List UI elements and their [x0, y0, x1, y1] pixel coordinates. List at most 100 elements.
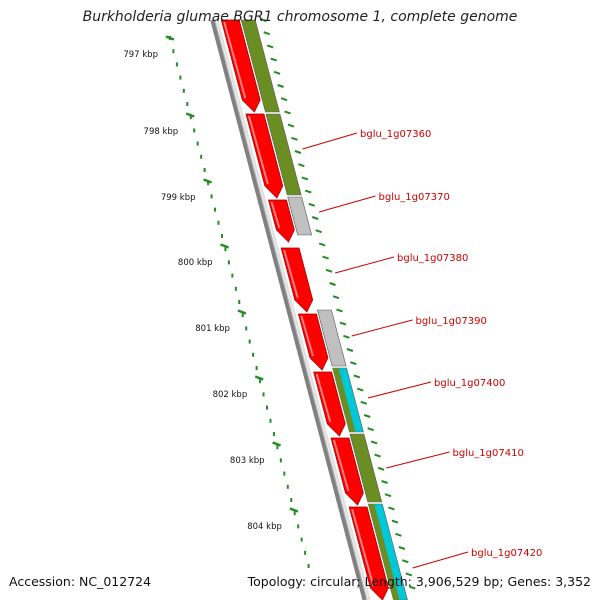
ruler-dot [193, 128, 196, 133]
outer-tick-track [259, 18, 416, 590]
ruler-dot [231, 273, 234, 278]
cds-arrow-highlight [333, 439, 350, 492]
backbone-midline [214, 19, 368, 600]
ruler-major-tick [237, 309, 247, 315]
gene-label: bglu_1g07420 [471, 548, 542, 559]
gene-callout-line [386, 451, 450, 469]
outer-tick [263, 31, 271, 36]
cds-arrow-highlight [300, 315, 314, 357]
ruler-major-ticks [165, 35, 299, 513]
outer-tick [381, 480, 388, 484]
ruler-dot [227, 260, 230, 265]
ruler-tick-label: 800 kbp [178, 258, 213, 268]
ruler-labels: 797 kbp 798 kbp 799 kbp 800 kbp 801 kbp 802 k… [123, 50, 282, 532]
gene-label: bglu_1g07370 [379, 192, 450, 203]
cog-feature [240, 19, 280, 113]
ruler-dot [217, 220, 220, 225]
cds-arrow [297, 313, 329, 371]
backbone-highlight [216, 19, 371, 600]
outer-tick [388, 506, 395, 511]
gene-label: bglu_1g07390 [416, 316, 487, 327]
ruler-dot [262, 392, 265, 397]
outer-tick [315, 229, 323, 234]
outer-tick [332, 295, 340, 300]
cog-feature [316, 309, 347, 367]
ruler-dot [304, 550, 307, 555]
gene-label: bglu_1g07380 [397, 253, 468, 264]
ruler-dot [252, 352, 255, 357]
genome-summary-text: Topology: circular; Length: 3,906,529 bp… [247, 574, 591, 589]
gene-labels: bglu_1g07360 bglu_1g07370 bglu_1g07380bglu… [302, 129, 542, 569]
outer-tick [280, 97, 288, 102]
ruler-dot [259, 379, 262, 384]
outer-tick [346, 348, 354, 352]
gene-callout-line [318, 195, 376, 213]
ruler-dot [182, 88, 185, 93]
cds-arrow [268, 199, 295, 243]
ruler-dot [279, 458, 282, 463]
cog-feature [349, 433, 383, 503]
outer-tick [336, 308, 343, 313]
cog-feature [265, 113, 302, 196]
outer-tick [308, 202, 316, 207]
outer-tick [398, 546, 406, 550]
outer-tick [395, 532, 402, 537]
ruler-dot [272, 432, 275, 436]
ruler-dot [265, 405, 268, 410]
outer-tick [301, 176, 309, 181]
outer-tick [353, 374, 361, 379]
ruler-dot [290, 498, 293, 502]
outer-tick [311, 216, 319, 220]
ruler-tick-label: 804 kbp [247, 522, 282, 532]
ruler-tick-label: 798 kbp [144, 127, 179, 137]
ruler-tick-label: 802 kbp [213, 390, 248, 400]
cog-feature-stripe [332, 368, 356, 432]
accession-text: Accession: NC_012724 [9, 574, 152, 589]
backbone-track [210, 19, 371, 600]
outer-tick [325, 268, 333, 273]
cds-arrow-highlight [351, 508, 375, 587]
outer-tick [259, 18, 267, 22]
ruler-dot [220, 234, 223, 238]
gene-callout-line [302, 132, 358, 150]
ruler-dot [297, 524, 300, 529]
cds-arrow-highlight [270, 201, 281, 229]
outer-tick [291, 136, 298, 141]
cds-arrow [313, 371, 346, 437]
cog-track [240, 19, 408, 600]
ruler-dot [224, 247, 227, 252]
ruler-dot [293, 511, 296, 516]
ruler-dot [276, 445, 279, 450]
gene-callout-line [367, 381, 432, 399]
outer-tick [370, 440, 378, 445]
ruler-dot-track [168, 36, 310, 568]
cds-arrow-highlight [247, 115, 269, 185]
ruler-dot [307, 564, 310, 568]
ruler-major-tick [272, 441, 281, 447]
ruler-dot [196, 141, 199, 146]
ruler-dot [214, 207, 217, 212]
outer-tick [318, 242, 326, 247]
ruler-dot [179, 75, 182, 80]
outer-tick [367, 427, 374, 432]
outer-tick [363, 414, 371, 418]
outer-tick [273, 70, 281, 75]
cds-arrow [348, 506, 389, 600]
cds-arrow-highlight [315, 373, 332, 423]
outer-tick [298, 163, 305, 168]
outer-tick [350, 361, 357, 366]
gene-callout-line [351, 319, 413, 337]
ruler-tick-label: 799 kbp [161, 193, 196, 203]
cds-arrow-highlight [283, 249, 299, 299]
ruler-dot [283, 471, 286, 476]
outer-tick [329, 282, 336, 286]
cds-arrow [220, 19, 261, 113]
ruler-dot [245, 326, 248, 331]
ruler-dot [241, 313, 244, 318]
ruler-dot [200, 154, 203, 159]
outer-tick [294, 150, 302, 154]
ruler-dot [269, 418, 272, 423]
gene-label: bglu_1g07400 [434, 378, 505, 389]
ruler-dot [300, 537, 303, 542]
